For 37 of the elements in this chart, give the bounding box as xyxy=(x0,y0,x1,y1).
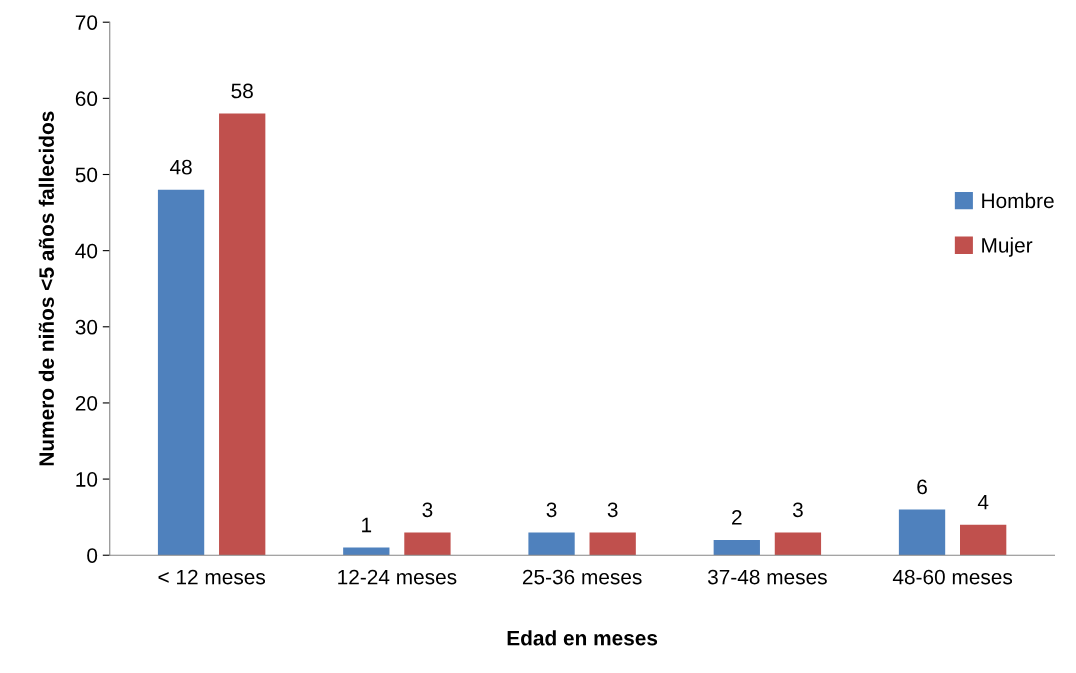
bar xyxy=(219,113,266,556)
data-label: 58 xyxy=(231,83,253,99)
bar xyxy=(898,509,946,556)
y-axis-title: Numero de niños <5 años fallecidos xyxy=(38,111,54,466)
x-axis-title: Edad en meses xyxy=(507,630,658,646)
y-tick-label: 70 xyxy=(75,15,98,30)
bar xyxy=(713,540,760,556)
y-tick-label: 30 xyxy=(75,319,98,335)
legend-label: Mujer xyxy=(982,237,1033,257)
bar xyxy=(157,189,205,556)
y-tick-label: 10 xyxy=(76,472,98,487)
data-label: 2 xyxy=(732,510,742,525)
legend-label: Hombre xyxy=(982,192,1054,209)
y-tick-label: 40 xyxy=(75,243,98,259)
y-tick-label: 0 xyxy=(87,548,98,563)
y-tick-label: 60 xyxy=(75,91,98,107)
data-label: 4 xyxy=(977,495,989,510)
data-label: 3 xyxy=(607,502,618,518)
data-label: 48 xyxy=(169,159,192,175)
x-tick-label: 12-24 meses xyxy=(338,569,457,585)
y-tick-label: 20 xyxy=(75,395,98,411)
data-label: 3 xyxy=(422,502,433,518)
x-tick-label: 48-60 meses xyxy=(892,569,1013,585)
data-label: 3 xyxy=(546,502,557,518)
bar xyxy=(774,532,822,556)
bar xyxy=(960,524,1007,556)
x-tick-label: 25-36 meses xyxy=(522,569,642,585)
bar xyxy=(343,547,390,556)
bar xyxy=(528,532,575,556)
y-tick-label: 50 xyxy=(75,167,98,183)
data-label: 1 xyxy=(362,517,372,533)
data-label: 3 xyxy=(792,502,803,518)
bar xyxy=(404,532,451,556)
bar xyxy=(589,532,636,556)
data-label: 6 xyxy=(917,479,927,495)
x-tick-label: 37-48 meses xyxy=(707,569,827,585)
x-tick-label: < 12 meses xyxy=(158,569,266,585)
